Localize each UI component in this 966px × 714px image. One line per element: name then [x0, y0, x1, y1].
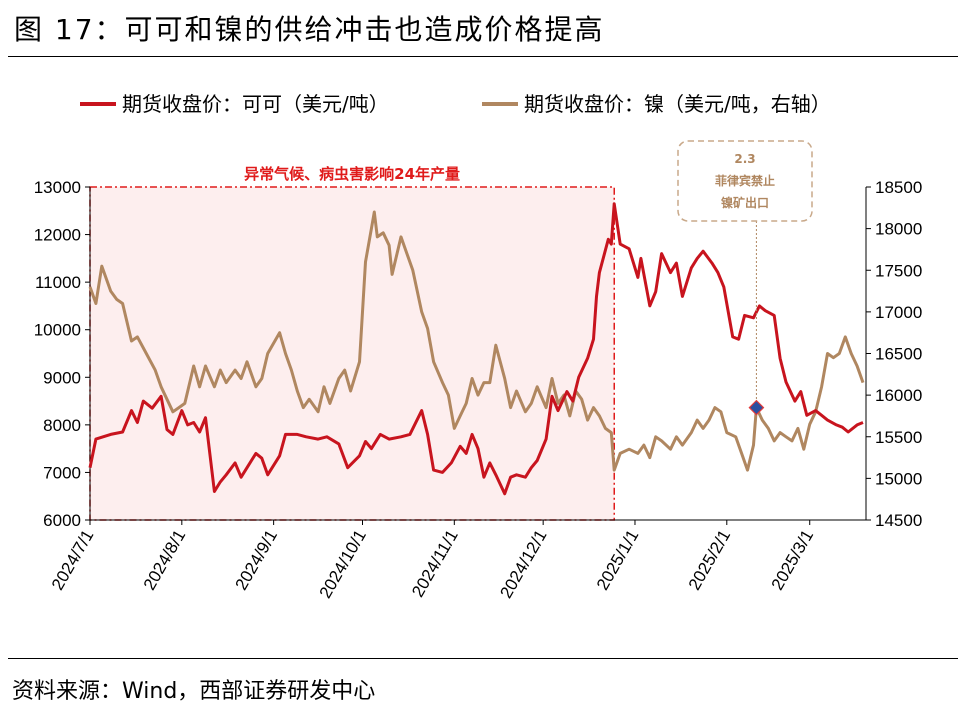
left-axis-tick-label: 8000	[43, 416, 81, 435]
left-axis-tick-label: 12000	[34, 226, 81, 245]
chart: 期货收盘价：可可（美元/吨） 期货收盘价：镍（美元/吨，右轴） 异常气候、病虫害…	[34, 92, 923, 602]
right-axis-tick-label: 15000	[875, 469, 922, 488]
legend-label-cocoa: 期货收盘价：可可（美元/吨）	[122, 92, 389, 116]
right-axis-tick-label: 18000	[875, 220, 922, 239]
x-axis-tick-label: 2024/10/1	[316, 527, 370, 602]
figure-title: 图 17：可可和镍的供给冲击也造成价格提高	[14, 13, 605, 46]
legend-label-nickel: 期货收盘价：镍（美元/吨，右轴）	[524, 92, 831, 116]
annotation-text-line: 菲律宾禁止	[715, 173, 775, 188]
left-axis-tick-label: 7000	[43, 463, 81, 482]
series-line-cocoa	[88, 202, 864, 496]
right-axis-tick-label: 15500	[875, 428, 922, 447]
annotation-box	[677, 140, 813, 222]
right-axis-tick-label: 17500	[875, 261, 922, 280]
x-axis-tick-label: 2025/1/1	[593, 527, 643, 594]
source-note: 资料来源：Wind，西部证券研发中心	[12, 679, 376, 704]
annotation-text-line: 2.3	[734, 152, 755, 166]
left-axis-tick-label: 10000	[34, 321, 81, 340]
series-line-nickel	[88, 210, 865, 472]
right-axis-tick-label: 17000	[875, 303, 922, 322]
x-axis-tick-label: 2024/11/1	[408, 527, 462, 601]
left-axis-tick-label: 9000	[43, 368, 81, 387]
right-axis-tick-label: 16500	[875, 345, 922, 364]
x-axis-tick-label: 2025/2/1	[685, 527, 735, 594]
right-axis-tick-label: 14500	[875, 511, 922, 530]
top-rule	[8, 56, 958, 57]
right-axis-tick-label: 18500	[875, 178, 922, 197]
bottom-rule	[8, 658, 958, 659]
left-axis-tick-label: 6000	[43, 511, 81, 530]
legend: 期货收盘价：可可（美元/吨） 期货收盘价：镍（美元/吨，右轴）	[80, 92, 831, 116]
x-axis-tick-label: 2024/9/1	[232, 527, 282, 594]
x-axis-tick-label: 2024/12/1	[496, 527, 550, 602]
x-axis-tick-label: 2024/7/1	[48, 527, 98, 594]
left-axis-tick-label: 11000	[35, 273, 81, 292]
left-axis-tick-label: 13000	[34, 178, 81, 197]
annotation-marker	[748, 399, 765, 416]
x-axis-tick-label: 2025/3/1	[768, 527, 818, 594]
right-axis-tick-label: 16000	[875, 386, 922, 405]
annotation-text-line: 镍矿出口	[721, 195, 769, 210]
shaded-region	[89, 186, 615, 521]
shaded-region-label: 异常气候、病虫害影响24年产量	[244, 165, 460, 183]
x-axis-tick-label: 2024/8/1	[140, 527, 190, 594]
